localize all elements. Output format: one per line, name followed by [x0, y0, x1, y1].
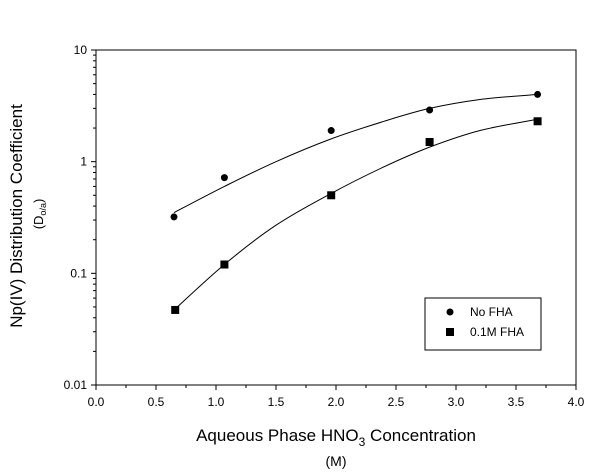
x-tick-label: 1.0	[208, 395, 225, 409]
x-axis-label-sub: 3	[359, 435, 366, 449]
x-tick-label: 2.0	[328, 395, 345, 409]
x-axis-label-pre: Aqueous Phase HNO	[196, 426, 359, 445]
legend-box	[424, 297, 542, 351]
y-tick-label: 0.01	[64, 378, 88, 392]
legend-label: 0.1M FHA	[470, 325, 524, 339]
y-axis-ticks: 0.01 0.1 1 10	[64, 43, 96, 392]
data-point-square	[327, 191, 336, 200]
fit-curve	[173, 93, 538, 214]
fit-curve	[174, 118, 538, 310]
data-point-square	[425, 138, 434, 147]
x-tick-label: 3.5	[508, 395, 525, 409]
y-tick-label: 0.1	[70, 266, 87, 280]
data-point-square	[171, 305, 180, 314]
data-point-circle	[426, 106, 434, 114]
y-tick-label: 1	[80, 155, 87, 169]
y-tick-label: 10	[74, 43, 88, 57]
x-tick-label: 0.5	[148, 395, 165, 409]
x-axis-unit: (M)	[326, 453, 347, 469]
y-axis-sublabel-main: D	[31, 216, 46, 225]
x-tick-label: 4.0	[568, 395, 585, 409]
data-points	[170, 90, 542, 314]
y-axis-label: Np(IV) Distribution Coefficient	[7, 104, 26, 328]
x-axis-label-post: Concentration	[365, 426, 476, 445]
y-axis-sublabel-sub: o/a	[38, 203, 48, 216]
x-axis-label: Aqueous Phase HNO3 Concentration	[196, 426, 476, 449]
data-point-circle	[534, 90, 542, 98]
data-point-circle	[170, 213, 178, 221]
fit-curves	[173, 93, 538, 310]
legend-marker	[446, 308, 454, 316]
x-tick-label: 2.5	[388, 395, 405, 409]
x-tick-label: 0.0	[88, 395, 105, 409]
legend-label: No FHA	[470, 305, 513, 319]
data-point-circle	[220, 174, 228, 182]
x-tick-label: 3.0	[448, 395, 465, 409]
y-axis-sublabel: (Do/a)	[31, 199, 48, 230]
data-point-circle	[327, 127, 335, 135]
legend-marker	[446, 328, 454, 336]
legend: No FHA 0.1M FHA	[424, 297, 542, 351]
x-axis-ticks: 0.0 0.5 1.0 1.5 2.0 2.5 3.0 3.5 4.0	[88, 385, 585, 409]
x-tick-label: 1.5	[268, 395, 285, 409]
data-point-square	[533, 117, 542, 126]
data-point-square	[220, 260, 229, 269]
